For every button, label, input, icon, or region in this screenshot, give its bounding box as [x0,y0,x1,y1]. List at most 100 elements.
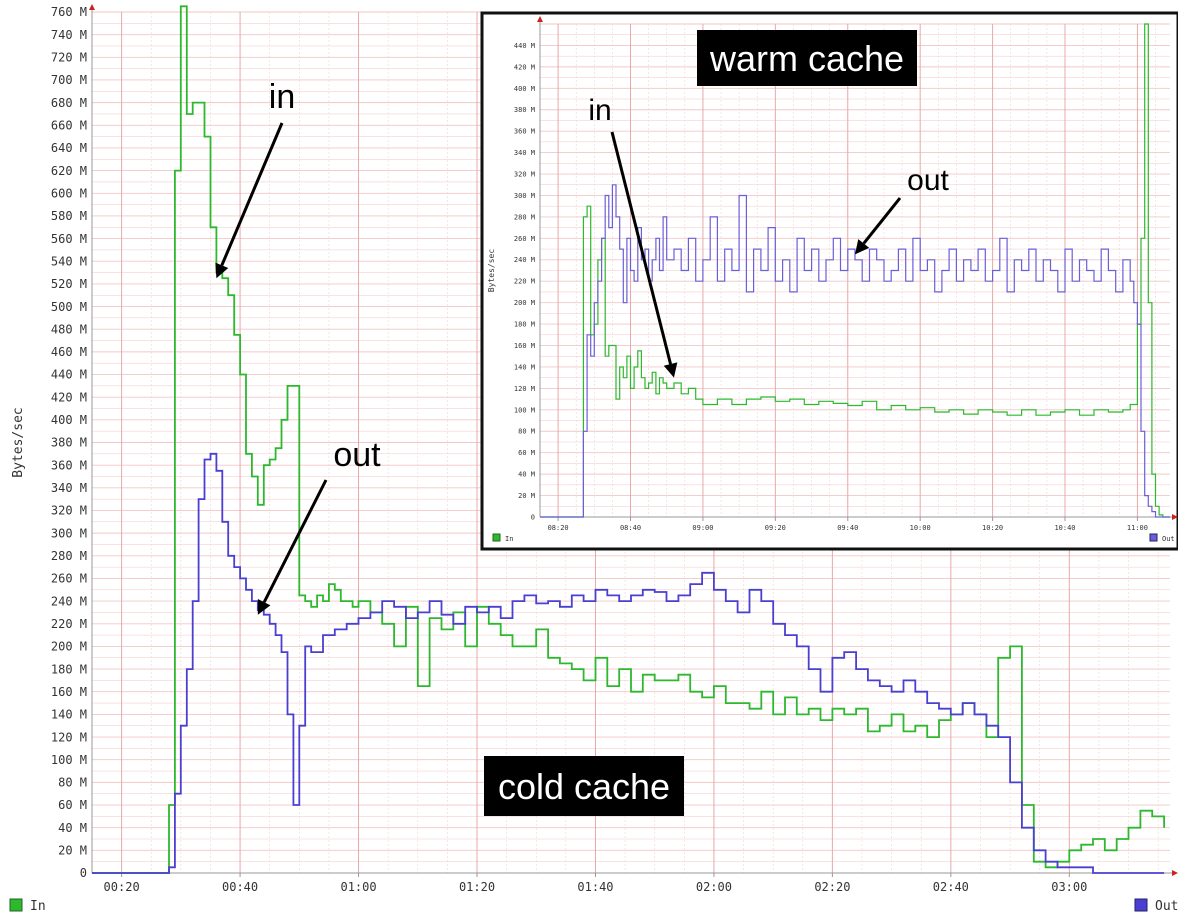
legend-label-out: Out [1162,535,1175,543]
y-tick-label: 240 M [514,256,535,264]
y-tick-label: 20 M [518,492,535,500]
y-tick-label: 540 M [51,254,87,268]
caption-text: cold cache [498,766,670,807]
series-line-in [540,23,1170,518]
legend-swatch-out [1134,898,1148,912]
y-tick-label: 480 M [51,322,87,336]
series-line-out [540,184,1170,518]
y-tick-label: 460 M [51,345,87,359]
y-tick-label: 140 M [51,708,87,722]
annotation-arrow-out [862,197,902,245]
y-tick-label: 440 M [514,42,535,50]
annotation-arrowhead-in [663,362,678,378]
y-tick-label: 420 M [514,63,535,71]
y-tick-label: 580 M [51,209,87,223]
legend-label-in: In [30,899,46,914]
y-tick-label: 660 M [51,118,87,132]
y-tick-label: 320 M [51,504,87,518]
y-tick-label: 40 M [58,821,87,835]
y-tick-label: 160 M [514,342,535,350]
y-tick-label: 720 M [51,51,87,65]
legend: In Out [9,898,1178,914]
x-tick-label: 10:40 [1054,524,1075,532]
y-tick-label: 120 M [51,730,87,744]
y-tick-label: 180 M [51,662,87,676]
legend-swatch-in [9,898,23,912]
y-tick-label: 500 M [51,300,87,314]
y-tick-label: 220 M [514,278,535,286]
legend-swatch-out [1149,533,1158,542]
annotation-arrowhead-in [215,262,229,279]
x-tick-label: 11:00 [1127,524,1148,532]
legend: In Out [492,533,1175,543]
caption-text: warm cache [709,38,904,79]
y-tick-label: 620 M [51,164,87,178]
y-tick-label: 240 M [51,594,87,608]
x-tick-label: 10:20 [982,524,1003,532]
x-tick-label: 01:00 [340,880,376,894]
y-tick-label: 100 M [514,406,535,414]
y-axis-label: Bytes/sec [11,407,26,477]
y-axis-label: Bytes/sec [487,249,496,293]
y-tick-label: 300 M [514,192,535,200]
y-tick-label: 740 M [51,28,87,42]
y-axis-arrow [89,4,95,10]
y-tick-label: 0 [531,513,535,521]
y-tick-label: 600 M [51,186,87,200]
y-tick-label: 160 M [51,685,87,699]
y-tick-label: 760 M [51,5,87,19]
y-tick-label: 120 M [514,385,535,393]
x-tick-label: 09:00 [692,524,713,532]
y-tick-label: 380 M [514,106,535,114]
x-tick-label: 01:40 [577,880,613,894]
x-tick-label: 00:20 [104,880,140,894]
y-tick-label: 320 M [514,170,535,178]
x-tick-label: 02:20 [814,880,850,894]
y-tick-label: 220 M [51,617,87,631]
x-tick-label: 09:20 [765,524,786,532]
y-tick-label: 180 M [514,321,535,329]
annotation-label-out: out [333,436,381,474]
y-tick-label: 420 M [51,390,87,404]
x-axis-arrow [1172,870,1178,876]
legend-label-out: Out [1155,899,1178,914]
legend-swatch-in [492,533,501,542]
y-axis-arrow [537,16,543,22]
x-tick-label: 02:40 [933,880,969,894]
inset-chart-panel: 0 20 M 40 M 60 M 80 M 100 M 120 M 140 M 160 M 180… [480,11,1178,551]
caption-box [484,756,684,816]
y-tick-label: 60 M [518,449,535,457]
annotation-arrow-out [262,479,328,603]
y-tick-label: 440 M [51,368,87,382]
annotation-label-out: out [907,164,949,197]
y-tick-label: 640 M [51,141,87,155]
x-tick-label: 02:00 [696,880,732,894]
y-tick-label: 260 M [514,235,535,243]
x-axis-arrow [1172,514,1178,520]
y-tick-label: 80 M [518,428,535,436]
x-tick-label: 08:20 [548,524,569,532]
y-tick-label: 40 M [518,471,535,479]
y-tick-label: 360 M [514,128,535,136]
x-tick-label: 10:00 [910,524,931,532]
y-tick-label: 360 M [51,458,87,472]
x-tick-label: 08:40 [620,524,641,532]
y-tick-label: 340 M [514,149,535,157]
annotation-arrowhead-out [855,239,870,255]
y-tick-label: 340 M [51,481,87,495]
y-tick-label: 300 M [51,526,87,540]
legend-label-in: In [505,535,513,543]
x-tick-label: 03:00 [1051,880,1087,894]
y-tick-label: 680 M [51,96,87,110]
y-tick-label: 520 M [51,277,87,291]
y-tick-label: 140 M [514,363,535,371]
y-tick-label: 280 M [51,549,87,563]
y-tick-label: 380 M [51,436,87,450]
annotation-label-in: in [588,94,611,127]
annotation-arrow-in [220,122,284,266]
series-line-out [92,452,1165,874]
y-tick-label: 700 M [51,73,87,87]
y-tick-label: 0 [80,866,87,880]
